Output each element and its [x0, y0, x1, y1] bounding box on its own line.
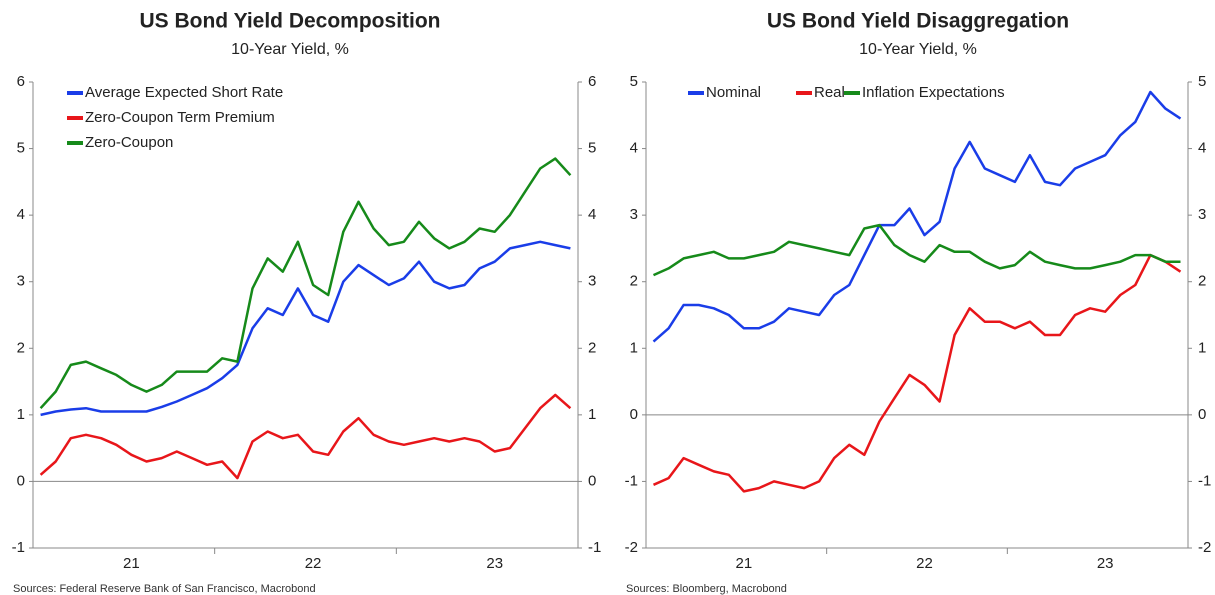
y2-tick-label: -1 — [588, 539, 601, 556]
y2-tick-label: 5 — [1198, 73, 1206, 90]
legend-label: Inflation Expectations — [862, 84, 1005, 101]
x-tick-label: 22 — [305, 555, 322, 572]
line-series — [652, 90, 1182, 343]
y2-tick-label: 4 — [1198, 140, 1206, 157]
y2-tick-label: 0 — [588, 472, 596, 489]
y2-tick-label: 1 — [588, 406, 596, 423]
x-tick-label: 21 — [736, 555, 753, 572]
source: Sources: Bloomberg, Macrobond — [626, 583, 787, 595]
source: Sources: Federal Reserve Bank of San Fra… — [13, 583, 316, 595]
y-tick-label: -1 — [625, 472, 638, 489]
y-tick-label: 1 — [17, 406, 25, 423]
y-tick-label: 5 — [17, 140, 25, 157]
legend-label: Zero-Coupon — [85, 134, 173, 151]
x-tick-label: 21 — [123, 555, 140, 572]
x-tick-label: 22 — [916, 555, 933, 572]
legend-label: Nominal — [706, 84, 761, 101]
chart-subtitle: 10-Year Yield, % — [231, 41, 349, 58]
chart-title: US Bond Yield Decomposition — [139, 10, 440, 33]
y-tick-label: 4 — [630, 140, 638, 157]
line-series — [652, 223, 1181, 277]
legend-label: Zero-Coupon Term Premium — [85, 109, 275, 126]
legend-label: Average Expected Short Rate — [85, 84, 283, 101]
y2-tick-label: 5 — [588, 140, 596, 157]
y2-tick-label: 3 — [1198, 206, 1206, 223]
line-series — [652, 253, 1182, 493]
y2-tick-label: 2 — [588, 339, 596, 356]
y2-tick-label: 3 — [588, 273, 596, 290]
chart-title: US Bond Yield Disaggregation — [767, 10, 1069, 33]
y2-tick-label: 1 — [1198, 339, 1206, 356]
line-series — [40, 240, 571, 417]
y2-tick-label: 6 — [588, 73, 596, 90]
y-tick-label: 2 — [17, 339, 25, 356]
y2-tick-label: 0 — [1198, 406, 1206, 423]
y-tick-label: 0 — [17, 472, 25, 489]
y-tick-label: 5 — [630, 73, 638, 90]
y-tick-label: 2 — [630, 273, 638, 290]
y-tick-label: -1 — [12, 539, 25, 556]
y-tick-label: 4 — [17, 206, 25, 223]
x-tick-label: 23 — [1097, 555, 1114, 572]
legend-label: Real — [814, 84, 845, 101]
line-series — [39, 393, 572, 480]
line-series — [39, 157, 572, 410]
y-tick-label: 3 — [17, 273, 25, 290]
x-tick-label: 23 — [486, 555, 503, 572]
y-tick-label: 3 — [630, 206, 638, 223]
y2-tick-label: 2 — [1198, 273, 1206, 290]
y2-tick-label: 4 — [588, 206, 596, 223]
y2-tick-label: -1 — [1198, 472, 1211, 489]
y2-tick-label: -2 — [1198, 539, 1211, 556]
y-tick-label: 0 — [630, 406, 638, 423]
y-tick-label: 6 — [17, 73, 25, 90]
y-tick-label: 1 — [630, 339, 638, 356]
chart-subtitle: 10-Year Yield, % — [859, 41, 977, 58]
y-tick-label: -2 — [625, 539, 638, 556]
